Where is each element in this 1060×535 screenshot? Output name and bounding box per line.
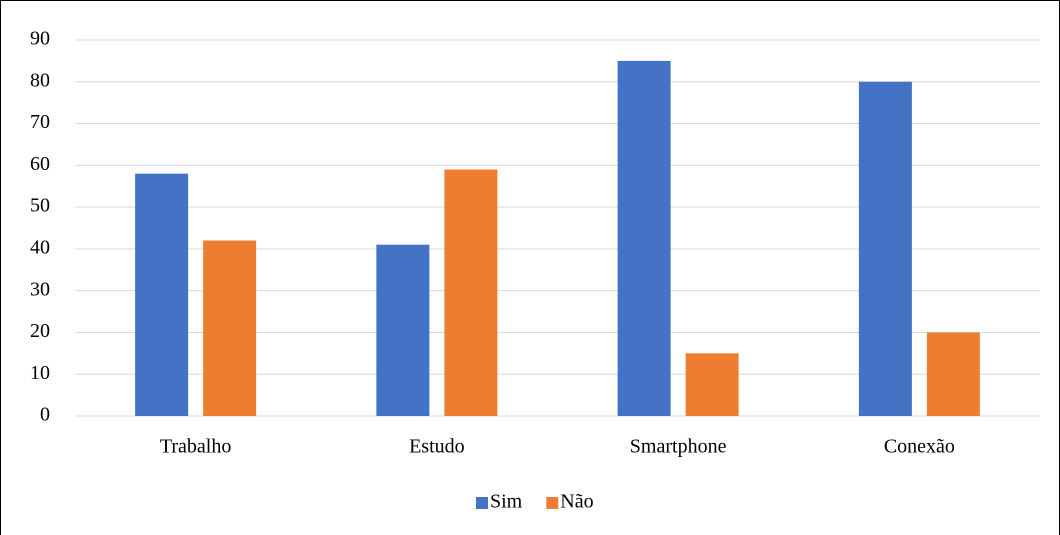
- y-tick-label: 80: [30, 69, 50, 91]
- bar: [135, 173, 189, 416]
- y-tick-label: 10: [30, 362, 50, 384]
- x-tick-label: Smartphone: [630, 436, 727, 458]
- legend-label: Não: [560, 491, 593, 513]
- y-tick-label: 70: [30, 111, 50, 133]
- legend-swatch: [546, 497, 559, 509]
- legend-label: Sim: [490, 491, 523, 513]
- y-tick-label: 60: [30, 153, 50, 175]
- bar: [685, 353, 739, 416]
- y-tick-label: 20: [30, 320, 50, 342]
- legend-swatch: [476, 497, 488, 509]
- bar: [926, 332, 980, 416]
- bar: [617, 60, 671, 417]
- y-tick-label: 0: [40, 404, 50, 426]
- y-tick-label: 40: [30, 236, 50, 258]
- bar: [444, 169, 498, 416]
- x-tick-label: Estudo: [409, 436, 465, 458]
- bar: [376, 244, 430, 416]
- bar: [858, 81, 912, 417]
- y-tick-label: 90: [30, 28, 50, 50]
- bar: [203, 240, 257, 416]
- x-tick-label: Conexão: [884, 436, 955, 458]
- x-tick-label: Trabalho: [160, 436, 231, 458]
- y-tick-label: 50: [30, 195, 50, 217]
- y-tick-label: 30: [30, 278, 50, 300]
